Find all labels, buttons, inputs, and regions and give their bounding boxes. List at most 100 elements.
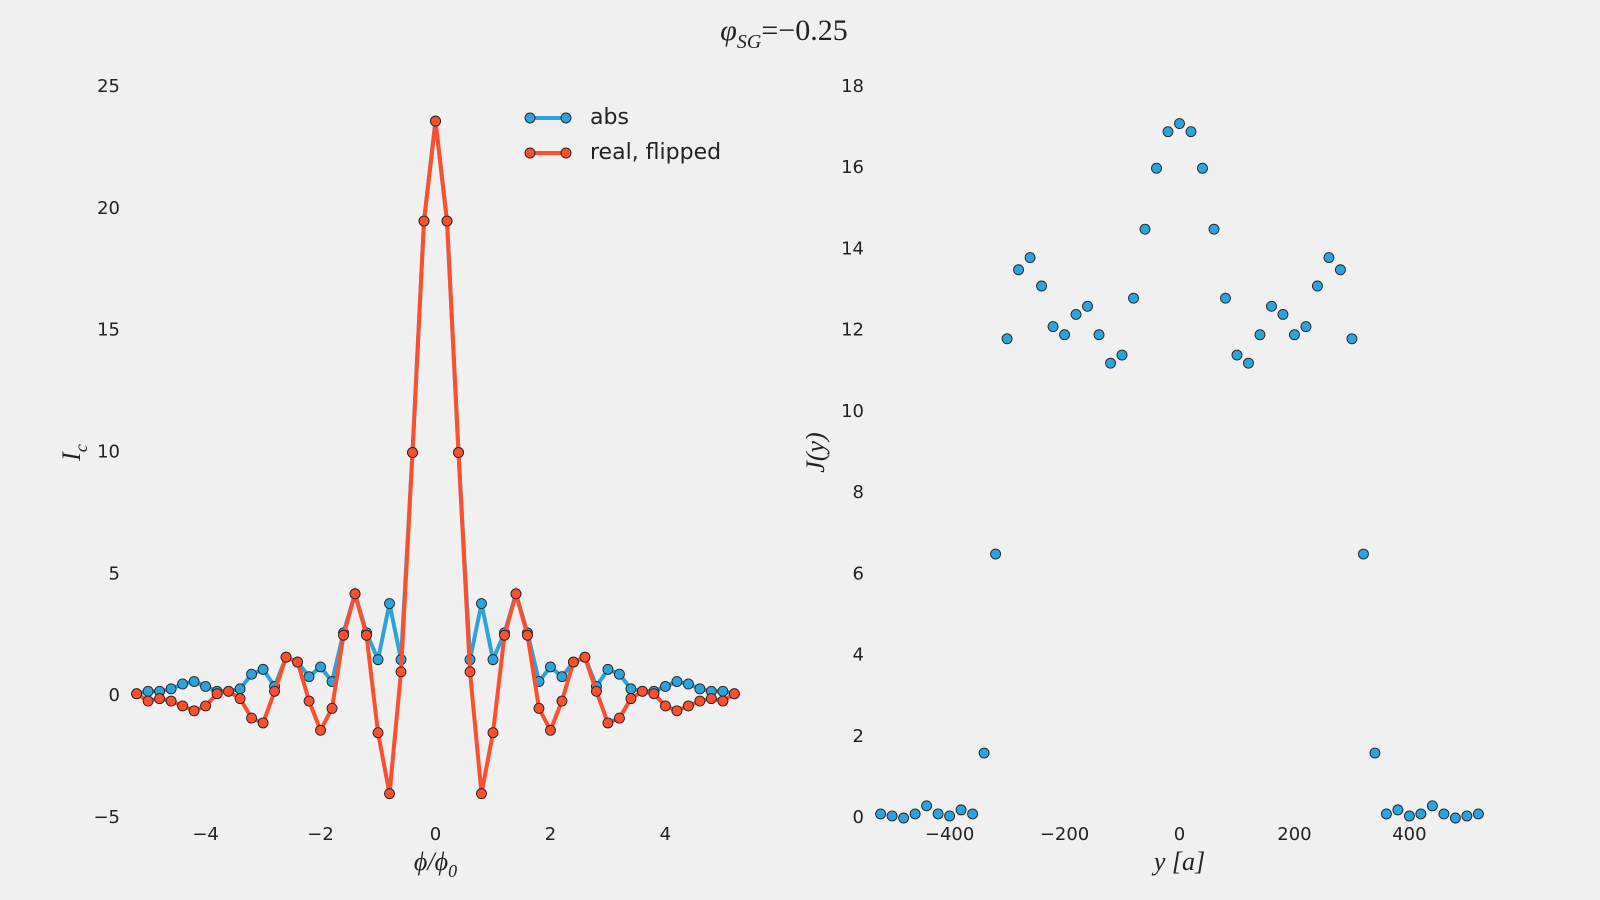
data-point [1208,223,1220,235]
data-point [545,724,556,736]
x-tick-label: 0 [430,824,441,845]
data-point [1254,329,1266,341]
legend-label: abs [590,105,629,130]
data-point [875,808,887,820]
data-point [1415,808,1427,820]
x-axis-label: ϕ/ϕ0 [414,847,457,881]
data-point [694,683,706,695]
title-subscript: SG [737,31,762,53]
data-point [990,548,1002,560]
y-tick-label: 5 [109,563,120,584]
data-point [177,678,189,690]
data-point [886,810,898,822]
y-tick-label: 15 [97,320,120,341]
data-point [1220,292,1231,304]
x-tick-label: 2 [545,824,556,845]
data-point [556,695,568,707]
data-point [1047,321,1059,333]
data-point [625,693,637,705]
data-point [1070,308,1082,320]
data-point [909,808,921,820]
data-point [944,810,956,822]
data-point [395,666,407,678]
data-point [338,629,349,641]
data-point [303,695,315,707]
data-point [1289,329,1300,341]
x-tick-label: −2 [307,824,334,845]
data-point [441,215,453,227]
x-tick-label: 0 [1174,824,1185,845]
x-axis-label-sub: 0 [448,861,457,881]
data-point [636,685,648,697]
data-point [728,688,740,700]
data-point [1266,300,1277,312]
data-point [1116,349,1128,361]
y-tick-label: 2 [853,726,864,747]
y-tick-label: 20 [97,198,120,219]
data-point [487,727,499,739]
data-point [326,702,338,714]
x-tick-label: 4 [660,824,671,845]
y-axis-label-main: I [57,451,86,462]
data-point [418,215,430,227]
data-point [131,688,143,700]
y-tick-label: 6 [853,563,864,584]
data-point [234,683,246,695]
data-point [602,717,614,729]
data-point [453,447,464,458]
x-axis-label-main: ϕ/ϕ [414,847,448,876]
y-tick-label: 10 [841,401,864,422]
x-tick-label: −200 [1040,824,1089,845]
x-axis-label: y [a] [1151,847,1205,876]
data-point [533,702,545,714]
data-point [1001,333,1013,345]
data-point [200,700,212,712]
legend-marker [524,147,536,159]
data-point [303,671,315,683]
y-tick-label: −5 [93,807,120,828]
data-point [257,663,269,675]
data-point [234,693,246,705]
y-axis-label-sub: c [71,444,91,452]
y-tick-label: 14 [841,238,864,259]
y-tick-label: 0 [853,807,864,828]
data-point [315,724,326,736]
legend-marker [560,112,572,124]
data-point [269,685,281,697]
legend-label: real, flipped [590,140,721,165]
data-point [1334,264,1346,276]
data-point [372,654,384,666]
title-symbol: φ [720,14,737,47]
data-point [1438,808,1450,820]
data-point [246,712,258,724]
data-point [257,717,269,729]
data-point [200,680,212,692]
y-tick-label: 12 [841,320,864,341]
data-point [1392,804,1404,816]
legend-marker [524,112,536,124]
data-point [165,683,177,695]
data-point [1024,252,1036,264]
data-point [1300,321,1312,333]
data-point [1013,264,1025,276]
data-point [1036,280,1048,292]
data-point [372,727,384,739]
data-point [1082,300,1093,312]
data-point [522,629,533,641]
data-point [671,705,683,717]
data-point [384,598,395,610]
data-point [567,656,579,668]
data-point [978,747,990,759]
data-point [613,712,625,724]
y-axis-label: Ic [57,444,91,462]
x-tick-label: −4 [192,824,219,845]
data-point [407,447,418,458]
data-point [1461,810,1473,822]
data-point [142,695,154,707]
data-point [349,588,361,600]
y-tick-label: 25 [97,76,120,97]
data-point [1449,812,1461,824]
data-point [1357,548,1369,560]
data-point [717,695,729,707]
